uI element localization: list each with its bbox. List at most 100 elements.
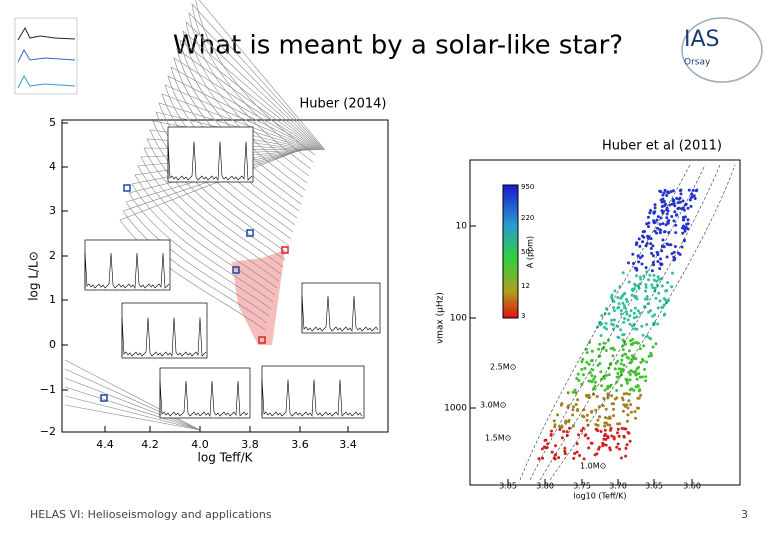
star-point: [621, 344, 625, 348]
star-point: [667, 231, 671, 234]
star-point: [622, 292, 626, 296]
star-point: [624, 342, 627, 346]
star-point: [686, 227, 689, 231]
star-point: [629, 410, 633, 414]
star-point: [672, 258, 676, 262]
star-point: [660, 249, 664, 253]
star-point: [635, 367, 639, 371]
star-point: [573, 388, 577, 392]
colorbar-tick-label: 12: [521, 282, 530, 290]
star-point: [669, 243, 673, 247]
star-point: [679, 192, 683, 196]
star-point: [642, 235, 646, 239]
star-point: [604, 349, 608, 352]
star-point: [638, 388, 642, 392]
inset-spectrum: [167, 141, 253, 181]
star-point: [603, 388, 607, 392]
star-point: [599, 334, 603, 337]
star-point: [670, 215, 674, 218]
star-point: [611, 346, 615, 350]
star-point: [656, 226, 659, 230]
star-point: [635, 327, 639, 331]
star-point: [622, 363, 626, 367]
star-point: [637, 260, 641, 264]
track-label: 1.5M⊙: [485, 434, 511, 443]
star-point: [689, 204, 693, 208]
star-point: [670, 285, 674, 289]
x-axis-label: log10 (Teff/K): [573, 492, 626, 501]
star-point: [660, 244, 664, 248]
star-point: [617, 367, 621, 371]
star-point: [634, 373, 638, 377]
star-point: [613, 397, 617, 401]
star-point: [588, 371, 592, 375]
instability-strip: [232, 250, 285, 345]
star-point: [656, 215, 660, 219]
star-point: [613, 309, 616, 313]
star-point: [656, 275, 660, 279]
logo-text: IAS: [684, 27, 720, 52]
star-point: [640, 375, 644, 379]
star-point: [598, 405, 601, 409]
star-point: [626, 406, 630, 410]
star-point: [635, 341, 639, 345]
star-point: [679, 188, 683, 192]
star-point: [681, 215, 685, 219]
star-point: [666, 190, 670, 194]
star-point: [629, 403, 633, 407]
star-point: [671, 199, 675, 203]
star-point: [640, 324, 644, 328]
star-point: [636, 284, 640, 288]
star-point: [600, 314, 604, 318]
star-point: [604, 437, 608, 441]
star-point: [630, 324, 634, 328]
star-point: [664, 298, 668, 302]
star-point: [638, 244, 642, 248]
evolution-track: [140, 149, 308, 282]
main-sequence-track: [64, 386, 201, 431]
star-point: [632, 262, 635, 265]
star-point: [575, 377, 579, 380]
evolution-track: [185, 21, 323, 177]
star-point: [656, 260, 660, 263]
evolution-track: [146, 138, 310, 268]
evolution-track: [131, 149, 305, 303]
star-point: [653, 206, 657, 210]
y-tick-label: 4: [49, 160, 56, 173]
star-point: [683, 238, 686, 242]
star-point: [668, 203, 672, 207]
star-point: [612, 318, 616, 322]
star-point: [604, 443, 608, 447]
star-point: [666, 281, 670, 284]
star-point: [620, 396, 624, 400]
star-point: [652, 263, 656, 267]
star-point: [659, 190, 663, 194]
star-point: [644, 266, 648, 270]
star-point: [655, 231, 659, 235]
star-point: [638, 275, 642, 279]
star-point: [602, 397, 606, 400]
star-point: [632, 355, 636, 359]
evolution-track: [137, 149, 307, 289]
star-point: [575, 442, 579, 446]
star-point: [647, 225, 650, 229]
star-point: [632, 388, 636, 392]
colorbar: [502, 184, 519, 319]
star-point: [621, 338, 625, 342]
star-point: [648, 336, 651, 340]
star-point: [613, 367, 617, 371]
star-point: [660, 200, 664, 204]
star-point: [660, 284, 664, 288]
star-point: [587, 446, 591, 450]
star-point: [632, 311, 636, 315]
star-point: [606, 386, 609, 390]
star-point: [661, 238, 665, 242]
star-point: [673, 204, 677, 208]
star-point: [627, 356, 631, 360]
star-point: [622, 333, 626, 336]
star-point: [576, 398, 580, 402]
star-point: [665, 216, 669, 220]
inset: [121, 302, 208, 359]
star-point: [564, 419, 568, 423]
